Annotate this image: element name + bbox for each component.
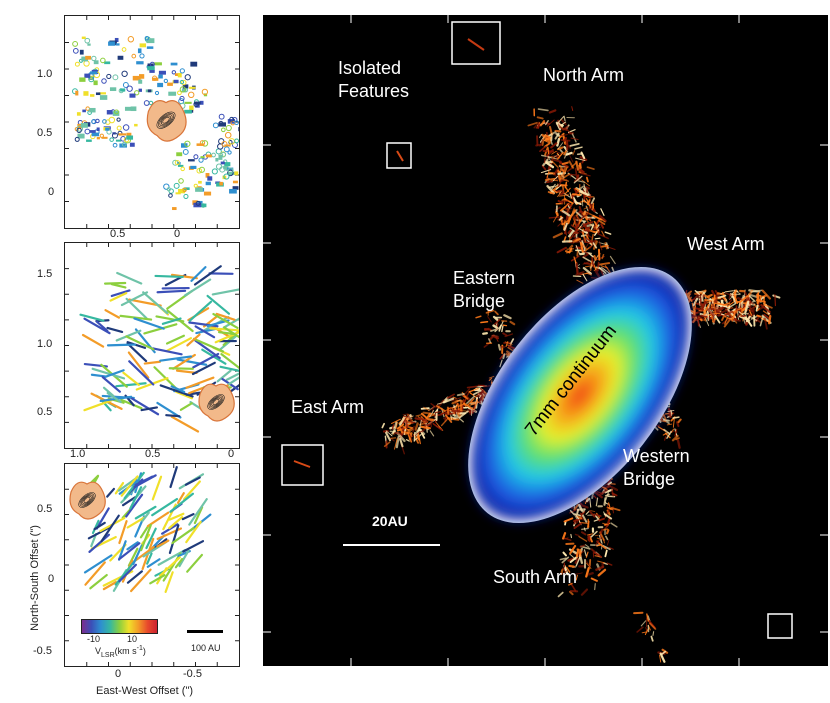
middle-panel-xtick: 1.0: [70, 448, 86, 460]
y-axis-label: North-South Offset ("): [29, 525, 41, 631]
top-panel-xtick: 0: [174, 228, 181, 240]
bottom-panel-ytick: -0.5: [33, 645, 52, 657]
top-panel-xtick: 0.5: [110, 228, 126, 240]
isolated-box: [767, 613, 793, 639]
continuum-contour-glyph: [198, 383, 235, 422]
label-eastern-bridge: Eastern Bridge: [453, 268, 516, 311]
bottom-panel-ytick: 0: [48, 573, 55, 585]
main-image-canvas: [263, 15, 828, 666]
top-left-plot: [65, 16, 239, 228]
top-panel-ytick: 0.5: [37, 127, 53, 139]
colorbar-tick: -10: [87, 634, 101, 644]
top-panel-ytick: 0: [48, 186, 55, 198]
label-western-bridge: Western Bridge: [623, 446, 690, 489]
bottom-left-panel: -10 10 VLSR(km s-1) 100 AU: [64, 463, 240, 667]
middle-panel-xtick: 0: [228, 448, 235, 460]
middle-panel-ytick: 1.5: [37, 268, 53, 280]
isolated-box: [386, 142, 412, 169]
velocity-colorbar: [81, 619, 158, 634]
continuum-contour-glyph: [69, 481, 106, 520]
label-20au: 20AU: [372, 513, 408, 529]
bottom-panel-ytick: 0.5: [37, 503, 53, 515]
middle-left-panel: [64, 242, 240, 449]
middle-panel-ytick: 1.0: [37, 338, 53, 350]
continuum-contour-glyph: [146, 100, 187, 142]
isolated-box: [281, 444, 324, 486]
label-west-arm: West Arm: [687, 234, 765, 254]
label-east-arm: East Arm: [291, 397, 365, 417]
label-isolated-features: Isolated Features: [338, 58, 410, 101]
top-panel-ytick: 1.0: [37, 68, 53, 80]
main-maser-image: [263, 15, 828, 666]
bottom-panel-xtick: -0.5: [183, 668, 202, 680]
colorbar-tick: 10: [127, 634, 138, 644]
x-axis-label: East-West Offset ("): [96, 685, 194, 697]
bottom-panel-xtick: 0: [115, 668, 122, 680]
scale-bar-100au: [187, 630, 223, 633]
middle-left-plot: [65, 243, 239, 448]
label-south-arm: South Arm: [493, 567, 578, 587]
middle-panel-ytick: 0.5: [37, 406, 53, 418]
continuum-emission: [468, 266, 692, 524]
bottom-left-plot: [65, 464, 239, 666]
isolated-box: [451, 21, 501, 65]
middle-panel-xtick: 0.5: [145, 448, 161, 460]
top-left-panel: [64, 15, 240, 229]
scale-bar-label: 100 AU: [191, 643, 221, 653]
label-north-arm: North Arm: [543, 65, 625, 85]
colorbar-label: VLSR(km s-1): [95, 645, 146, 659]
